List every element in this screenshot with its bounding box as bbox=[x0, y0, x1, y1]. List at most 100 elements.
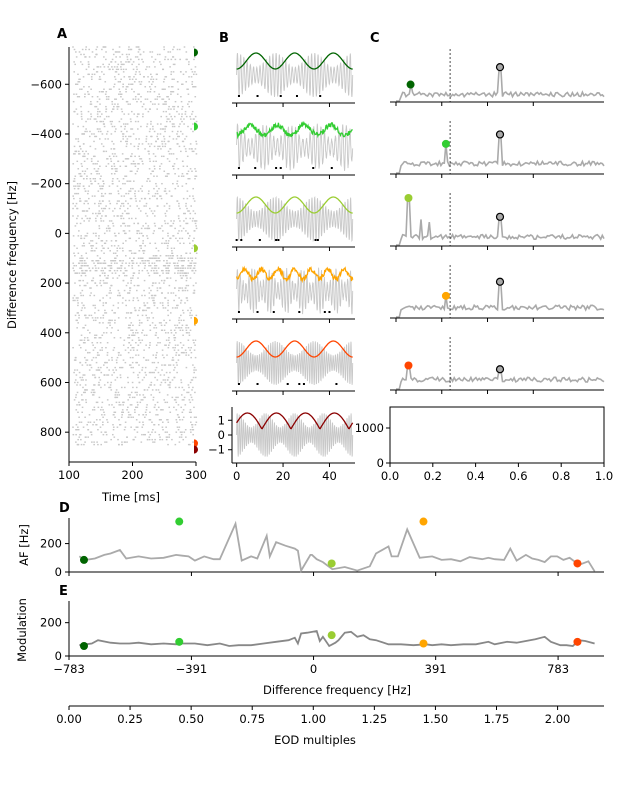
panel-e-xlabel: Difference frequency [Hz] bbox=[263, 683, 411, 697]
spike bbox=[89, 178, 92, 180]
spike bbox=[93, 202, 96, 205]
spike bbox=[153, 424, 155, 426]
spike bbox=[195, 225, 197, 227]
spike bbox=[145, 314, 147, 317]
spike bbox=[187, 88, 189, 90]
spike bbox=[156, 289, 159, 292]
spike bbox=[122, 401, 124, 404]
spike-dot bbox=[272, 311, 275, 313]
spike bbox=[190, 76, 193, 78]
spike bbox=[116, 396, 119, 399]
spike bbox=[195, 227, 198, 230]
spike bbox=[176, 158, 178, 160]
spike bbox=[174, 337, 177, 339]
spike bbox=[77, 443, 79, 446]
spike bbox=[114, 416, 116, 418]
spike bbox=[88, 351, 91, 354]
spike bbox=[131, 128, 134, 130]
spike bbox=[145, 135, 148, 138]
spike bbox=[106, 366, 108, 369]
spike bbox=[79, 182, 81, 185]
spike bbox=[105, 51, 107, 53]
spike bbox=[144, 416, 146, 418]
spike bbox=[186, 173, 188, 175]
spike bbox=[193, 262, 195, 264]
spike bbox=[183, 118, 185, 120]
spike bbox=[131, 346, 134, 349]
spike bbox=[192, 386, 194, 389]
spike bbox=[143, 205, 145, 207]
spike bbox=[128, 364, 131, 366]
spike bbox=[172, 105, 174, 108]
spike bbox=[128, 327, 131, 329]
spike bbox=[155, 78, 158, 81]
spike bbox=[105, 431, 107, 433]
spike bbox=[77, 187, 80, 190]
spike bbox=[193, 272, 196, 274]
spike bbox=[163, 140, 166, 143]
spike bbox=[125, 232, 127, 235]
spike bbox=[166, 173, 169, 175]
spike bbox=[98, 78, 101, 81]
spike bbox=[72, 346, 74, 349]
spike bbox=[141, 379, 144, 381]
y-tick-label: 1000 bbox=[355, 421, 384, 435]
spike bbox=[101, 187, 104, 190]
x-tick-label: 0 bbox=[310, 662, 317, 676]
spike bbox=[186, 289, 189, 292]
spike bbox=[122, 411, 125, 413]
spike bbox=[96, 354, 99, 356]
spike bbox=[110, 381, 113, 384]
spike bbox=[193, 292, 196, 294]
spike bbox=[168, 269, 170, 272]
spike bbox=[152, 428, 154, 431]
spike bbox=[98, 354, 100, 356]
spike bbox=[95, 235, 97, 237]
spike bbox=[84, 235, 87, 237]
spike bbox=[178, 237, 181, 240]
spike bbox=[193, 46, 195, 48]
spike bbox=[129, 394, 131, 396]
eod-peak-marker bbox=[495, 277, 505, 286]
spike bbox=[152, 212, 154, 215]
spike bbox=[99, 282, 101, 284]
spike bbox=[133, 222, 135, 225]
spike bbox=[155, 272, 158, 274]
spike bbox=[93, 294, 96, 297]
spike bbox=[75, 192, 78, 195]
spike bbox=[185, 115, 188, 118]
spike bbox=[161, 369, 163, 371]
spike bbox=[132, 332, 134, 334]
spike bbox=[151, 170, 154, 172]
spike bbox=[113, 346, 116, 349]
spike bbox=[119, 404, 122, 406]
spike bbox=[171, 438, 173, 441]
spike bbox=[124, 123, 127, 125]
spike bbox=[104, 361, 106, 364]
spike bbox=[167, 384, 170, 386]
spike bbox=[171, 91, 173, 93]
spike bbox=[150, 371, 152, 374]
spike bbox=[73, 245, 76, 247]
spike bbox=[135, 386, 138, 389]
spike bbox=[155, 269, 158, 272]
spike bbox=[158, 433, 161, 436]
spike bbox=[141, 257, 144, 259]
spike bbox=[156, 98, 158, 100]
spike bbox=[112, 108, 115, 110]
spike bbox=[96, 260, 99, 262]
spike bbox=[187, 125, 189, 128]
spike bbox=[93, 384, 95, 386]
spike bbox=[149, 91, 151, 93]
spike bbox=[124, 232, 126, 235]
spike bbox=[109, 324, 111, 327]
spike bbox=[118, 232, 120, 235]
spike bbox=[169, 148, 171, 150]
spike bbox=[160, 123, 162, 125]
spike bbox=[172, 153, 175, 155]
x-tick-label: 0.4 bbox=[466, 469, 484, 483]
spike bbox=[73, 48, 76, 51]
spike bbox=[78, 51, 81, 53]
spike bbox=[111, 404, 113, 406]
spike bbox=[112, 53, 115, 56]
